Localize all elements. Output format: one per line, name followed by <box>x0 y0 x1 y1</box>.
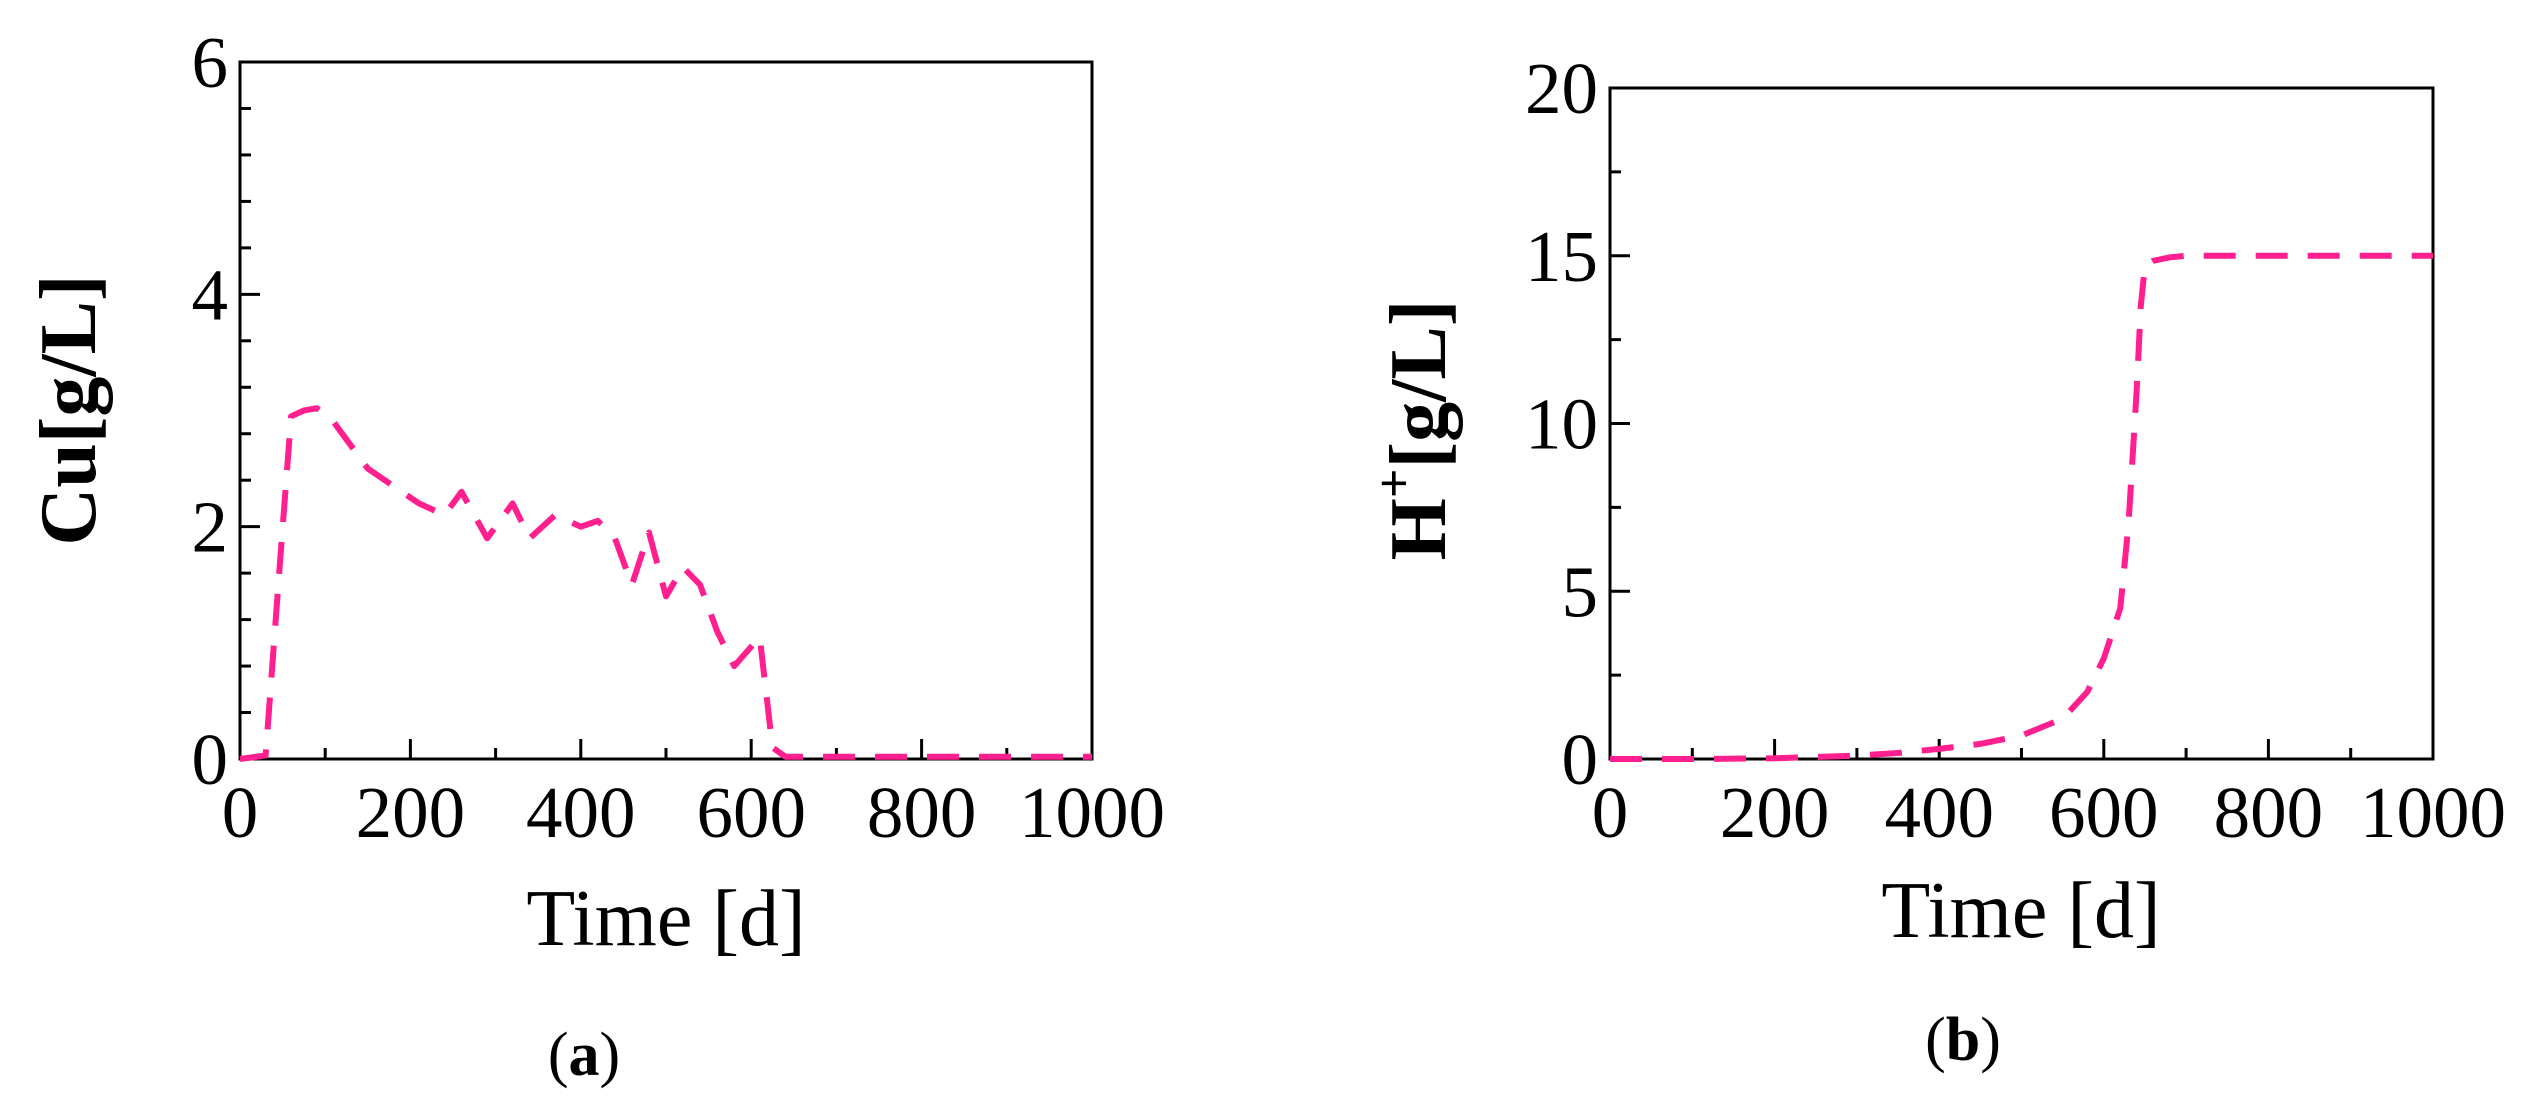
ticks-b <box>1608 86 2435 761</box>
x-tick-label: 400 <box>526 772 636 853</box>
x-tick-label: 600 <box>696 772 806 853</box>
y-tick-label: 2 <box>192 487 229 568</box>
ticks-a <box>238 60 1094 761</box>
tick-labels-a: 0 200 400 600 800 1000 0 2 4 6 <box>192 22 1166 853</box>
x-tick-label: 200 <box>1720 772 1830 853</box>
x-axis-title-b: Time [d] <box>1881 867 2160 955</box>
y-tick-label: 0 <box>192 719 229 800</box>
series-line-b <box>1610 252 2433 762</box>
y-tick-label: 6 <box>192 22 229 103</box>
y-axis-title-b-sup: + <box>1366 469 1423 499</box>
series-line-a <box>239 405 1092 762</box>
plot-frame-a <box>238 60 1094 761</box>
x-tick-label: 0 <box>1592 772 1629 853</box>
y-axis-title-b-main: H <box>1375 498 1463 560</box>
panel-letter-a: a <box>569 1021 600 1089</box>
x-axis-title-a: Time [d] <box>526 875 805 963</box>
x-tick-label: 600 <box>2049 772 2159 853</box>
x-tick-label: 0 <box>222 772 259 853</box>
panel-letter-b: b <box>1946 1006 1980 1074</box>
y-axis-title-a: Cu[g/L] <box>25 274 113 545</box>
plot-frame-b <box>1608 86 2435 761</box>
series-0 <box>239 405 1092 762</box>
y-tick-label: 10 <box>1525 384 1598 465</box>
y-tick-label: 20 <box>1525 48 1598 129</box>
series-0 <box>1610 252 2433 762</box>
y-tick-label: 0 <box>1562 719 1599 800</box>
y-tick-label: 5 <box>1562 551 1599 632</box>
y-axis-title-b: H+[g/L] <box>1366 300 1463 561</box>
x-tick-label: 400 <box>1884 772 1994 853</box>
x-tick-label: 1000 <box>1019 772 1165 853</box>
panel-label-a: (a) <box>548 1021 620 1089</box>
x-tick-label: 800 <box>867 772 977 853</box>
y-tick-label: 4 <box>192 254 229 335</box>
y-tick-label: 15 <box>1525 216 1598 297</box>
x-tick-label: 800 <box>2214 772 2324 853</box>
tick-labels-b: 0 200 400 600 800 1000 0 5 10 15 20 <box>1525 48 2506 853</box>
chart-panel-a: 0 200 400 600 800 1000 0 2 4 6 Time [d] Cu[g/L] (… <box>25 22 1165 1089</box>
x-tick-label: 1000 <box>2360 772 2506 853</box>
y-axis-title-b-rest: [g/L] <box>1375 300 1463 469</box>
chart-panel-b: 0 200 400 600 800 1000 0 5 10 15 20 Time [d] H+[g/… <box>1366 48 2506 1074</box>
x-tick-label: 200 <box>356 772 466 853</box>
panel-label-b: (b) <box>1925 1006 2001 1074</box>
